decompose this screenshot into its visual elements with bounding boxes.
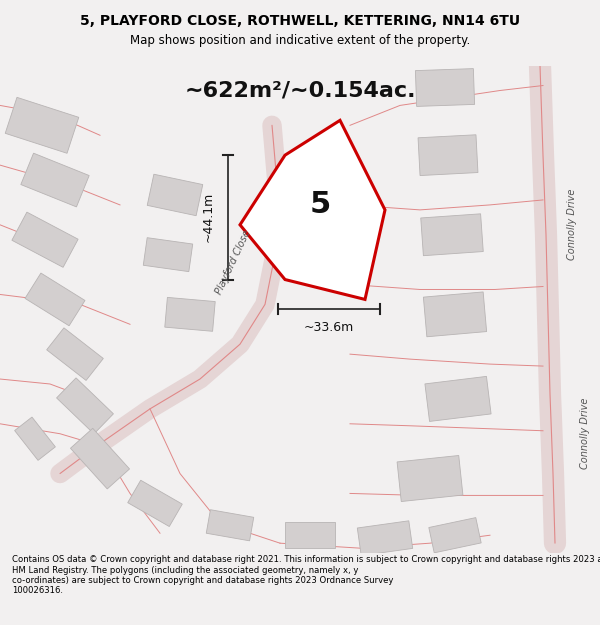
Text: Playford Close: Playford Close: [214, 229, 252, 296]
Polygon shape: [147, 174, 203, 216]
Polygon shape: [429, 518, 481, 553]
Polygon shape: [286, 228, 334, 261]
Polygon shape: [14, 417, 55, 461]
Text: Connolly Drive: Connolly Drive: [567, 189, 577, 261]
Text: Contains OS data © Crown copyright and database right 2021. This information is : Contains OS data © Crown copyright and d…: [12, 555, 600, 596]
Text: ~33.6m: ~33.6m: [304, 321, 354, 334]
Text: ~622m²/~0.154ac.: ~622m²/~0.154ac.: [184, 81, 416, 101]
Polygon shape: [47, 328, 103, 381]
Polygon shape: [70, 428, 130, 489]
Polygon shape: [424, 292, 487, 337]
Polygon shape: [165, 298, 215, 331]
Polygon shape: [206, 510, 254, 541]
Text: Connolly Drive: Connolly Drive: [580, 398, 590, 469]
Polygon shape: [425, 376, 491, 421]
Polygon shape: [397, 456, 463, 501]
Polygon shape: [415, 69, 475, 106]
Polygon shape: [5, 98, 79, 153]
Text: ~44.1m: ~44.1m: [202, 192, 215, 242]
Polygon shape: [56, 378, 113, 434]
Polygon shape: [12, 212, 78, 268]
Text: 5: 5: [310, 191, 331, 219]
Text: Map shows position and indicative extent of the property.: Map shows position and indicative extent…: [130, 34, 470, 48]
Polygon shape: [358, 521, 413, 556]
Text: 5, PLAYFORD CLOSE, ROTHWELL, KETTERING, NN14 6TU: 5, PLAYFORD CLOSE, ROTHWELL, KETTERING, …: [80, 14, 520, 28]
Polygon shape: [285, 522, 335, 548]
Polygon shape: [21, 153, 89, 207]
Polygon shape: [418, 135, 478, 176]
Polygon shape: [143, 238, 193, 272]
Polygon shape: [421, 214, 483, 256]
Polygon shape: [128, 480, 182, 526]
Polygon shape: [25, 273, 85, 326]
Polygon shape: [240, 121, 385, 299]
